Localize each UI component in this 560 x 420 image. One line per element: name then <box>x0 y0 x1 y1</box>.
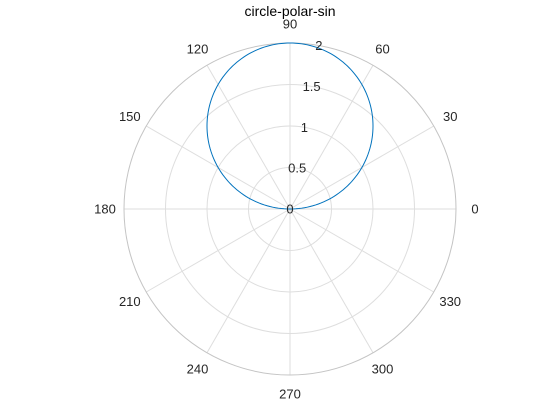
theta-tick-label-150: 150 <box>119 109 141 124</box>
theta-tick-label-120: 120 <box>187 41 209 56</box>
r-tick-label-1.5: 1.5 <box>303 79 321 94</box>
theta-tick-label-30: 30 <box>443 109 457 124</box>
r-tick-labels: 0 0.5 1 1.5 2 <box>286 38 322 216</box>
theta-tick-label-60: 60 <box>375 41 389 56</box>
r-tick-label-2: 2 <box>315 38 322 53</box>
theta-tick-label-0: 0 <box>471 202 478 217</box>
theta-tick-label-240: 240 <box>187 362 209 377</box>
chart-title: circle-polar-sin <box>244 3 335 19</box>
r-tick-label-1: 1 <box>301 120 308 135</box>
r-tick-label-0.5: 0.5 <box>288 161 306 176</box>
r-tick-label-0: 0 <box>286 202 293 217</box>
theta-tick-label-180: 180 <box>94 202 116 217</box>
theta-tick-label-300: 300 <box>372 362 394 377</box>
theta-tick-label-330: 330 <box>439 294 461 309</box>
theta-tick-label-210: 210 <box>119 294 141 309</box>
theta-tick-label-270: 270 <box>279 387 301 402</box>
